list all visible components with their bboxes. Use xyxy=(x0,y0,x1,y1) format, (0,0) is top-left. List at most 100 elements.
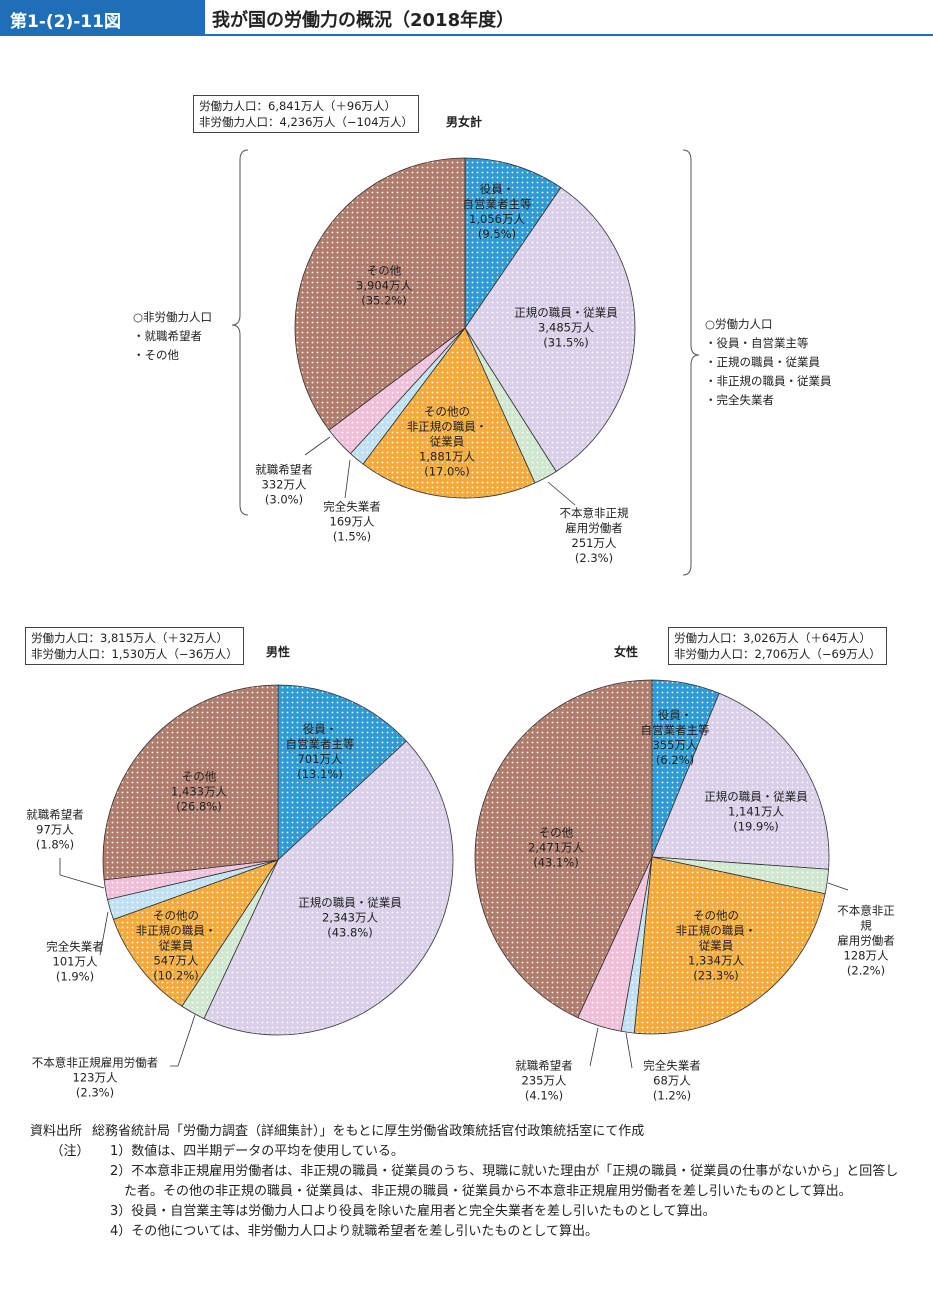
slice-percent: (43.8%) xyxy=(327,925,373,940)
slice-percent: (31.5%) xyxy=(543,335,589,350)
summary-box: 労働力人口：3,815万人（＋32万人） 非労働力人口：1,530万人（−36万人… xyxy=(25,627,244,665)
slice-label: 役員・ 自営業者主等 355万人 (6.2%) xyxy=(641,708,710,768)
slice-percent: (43.1%) xyxy=(533,855,579,870)
slice-category: 不本意非正規雇用労働者 xyxy=(31,1055,159,1070)
summary-line: 非労働力人口：4,236万人（−104万人） xyxy=(199,115,414,129)
slice-category: 不本意非正規 雇用労働者 xyxy=(559,506,629,535)
slice-category: 完全失業者 xyxy=(46,939,104,954)
slice-percent: (23.3%) xyxy=(693,968,739,983)
slice-label: 就職希望者 235万人 (4.1%) xyxy=(515,1059,573,1104)
slice-label: その他 1,433万人 (26.8%) xyxy=(171,770,227,815)
pie-slice xyxy=(294,157,466,431)
left-bracket xyxy=(231,149,249,516)
pie-slice xyxy=(651,692,830,870)
chart-title: 男性 xyxy=(266,645,291,659)
slice-value: 235万人 xyxy=(521,1073,567,1088)
slice-percent: (4.1%) xyxy=(524,1088,564,1103)
note-item: 3）役員・自営業主等は労働力人口より役員を除いた雇用者と完全失業者を差し引いたも… xyxy=(110,1204,716,1219)
slice-percent: (13.1%) xyxy=(297,767,343,781)
leader-line xyxy=(547,481,576,506)
pie-slice xyxy=(474,679,653,1019)
figure-title: 我が国の労働力の概況（2018年度） xyxy=(212,10,515,31)
slice-percent: (1.2%) xyxy=(652,1088,692,1103)
slice-value: 1,056万人 xyxy=(469,212,525,226)
slice-label: 不本意非正規雇用労働者 123万人 (2.3%) xyxy=(32,1056,159,1101)
slice-value: 1,141万人 xyxy=(728,804,784,819)
slice-label: 正規の職員・従業員 1,141万人 (19.9%) xyxy=(704,790,808,835)
pie-slice xyxy=(464,187,636,473)
slice-value: 97万人 xyxy=(36,822,74,837)
slice-value: 355万人 xyxy=(652,738,698,752)
slice-percent: (17.0%) xyxy=(424,464,470,479)
slice-percent: (1.9%) xyxy=(55,969,95,984)
slice-label: 役員・ 自営業者主等 1,056万人 (9.5%) xyxy=(463,182,532,242)
slice-category: 役員・ 自営業者主等 xyxy=(462,182,532,211)
slice-value: 1,881万人 xyxy=(419,449,475,464)
slice-percent: (26.8%) xyxy=(176,799,222,814)
chart-title: 男女計 xyxy=(446,115,483,129)
slice-label: 不本意非正規 雇用労働者 128万人 (2.2%) xyxy=(833,904,900,979)
note-label: （注） xyxy=(50,1144,90,1159)
slice-percent: (3.0%) xyxy=(264,492,304,507)
slice-category: その他の 非正規の職員・ 従業員 xyxy=(135,908,217,953)
slice-percent: (2.3%) xyxy=(75,1085,115,1100)
chart-title: 女性 xyxy=(613,645,638,659)
pie-slice xyxy=(203,740,454,1036)
header-rule xyxy=(205,34,933,36)
summary-line: 労働力人口：3,815万人（＋32万人） xyxy=(31,631,229,645)
slice-label: 役員・ 自営業者主等 701万人 (13.1%) xyxy=(286,722,355,782)
slice-value: 128万人 xyxy=(843,948,889,963)
slice-label: 正規の職員・従業員 2,343万人 (43.8%) xyxy=(298,896,402,941)
pie-slice xyxy=(102,684,279,881)
slice-category: 完全失業者 xyxy=(643,1058,701,1073)
slice-percent: (2.2%) xyxy=(846,963,886,978)
slice-label: その他の 非正規の職員・ 従業員 547万人 (10.2%) xyxy=(136,909,217,984)
summary-line: 非労働力人口：1,530万人（−36万人） xyxy=(31,647,238,661)
slice-category: 就職希望者 xyxy=(26,807,84,822)
slice-value: 2,343万人 xyxy=(322,910,378,925)
slice-percent: (1.8%) xyxy=(35,837,75,852)
slice-value: 2,471万人 xyxy=(528,840,584,855)
slice-value: 3,485万人 xyxy=(538,320,594,335)
slice-value: 701万人 xyxy=(297,752,343,766)
slice-category: その他の 非正規の職員・ 従業員 xyxy=(406,404,488,449)
slice-label: 完全失業者 68万人 (1.2%) xyxy=(643,1059,701,1104)
slice-category: その他 xyxy=(366,263,402,278)
pie-slice xyxy=(362,327,536,499)
slice-label: 就職希望者 97万人 (1.8%) xyxy=(26,808,84,853)
source-label: 資料出所 xyxy=(30,1124,83,1139)
slice-percent: (6.2%) xyxy=(655,753,695,767)
right-bracket xyxy=(682,149,700,576)
summary-line: 労働力人口：3,026万人（＋64万人） xyxy=(674,631,872,645)
slice-label: 完全失業者 169万人 (1.5%) xyxy=(323,500,381,545)
slice-value: 123万人 xyxy=(72,1070,118,1085)
slice-category: 正規の職員・従業員 xyxy=(514,305,618,320)
slice-label: 不本意非正規 雇用労働者 251万人 (2.3%) xyxy=(560,506,629,566)
note-item: 2）不本意非正規雇用労働者は、非正規の職員・従業員のうち、現職に就いた理由が「正… xyxy=(110,1164,899,1199)
slice-label: その他の 非正規の職員・ 従業員 1,334万人 (23.3%) xyxy=(676,909,757,984)
slice-percent: (9.5%) xyxy=(477,227,517,241)
slice-category: その他 xyxy=(181,769,217,784)
leader-line xyxy=(344,459,351,499)
leader-line xyxy=(589,1027,599,1067)
slice-category: 正規の職員・従業員 xyxy=(298,895,402,910)
slice-value: 251万人 xyxy=(571,536,617,550)
slice-percent: (19.9%) xyxy=(733,819,779,834)
slice-value: 1,334万人 xyxy=(688,953,744,968)
note-item: 1）数値は、四半期データの平均を使用している。 xyxy=(110,1144,404,1159)
slice-percent: (35.2%) xyxy=(361,293,407,308)
source: 総務省統計局「労働力調査（詳細集計）」をもとに厚生労働省政策統括官付政策統括室に… xyxy=(92,1124,645,1139)
pie-slice xyxy=(464,157,562,330)
leader-line xyxy=(625,1032,633,1069)
slice-category: 正規の職員・従業員 xyxy=(704,789,808,804)
right-bracket-text: ○労働力人口 ・役員・自営業主等 ・正規の職員・従業員 ・非正規の職員・従業員 … xyxy=(705,317,832,407)
slice-percent: (1.5%) xyxy=(332,529,372,544)
slice-label: 正規の職員・従業員 3,485万人 (31.5%) xyxy=(514,306,618,351)
slice-label: 就職希望者 332万人 (3.0%) xyxy=(255,463,313,508)
slice-value: 332万人 xyxy=(261,477,307,492)
header-badge: 第1-(2)-11図 xyxy=(0,0,205,36)
leader-line xyxy=(304,436,331,456)
summary-line: 労働力人口：6,841万人（＋96万人） xyxy=(199,99,397,113)
